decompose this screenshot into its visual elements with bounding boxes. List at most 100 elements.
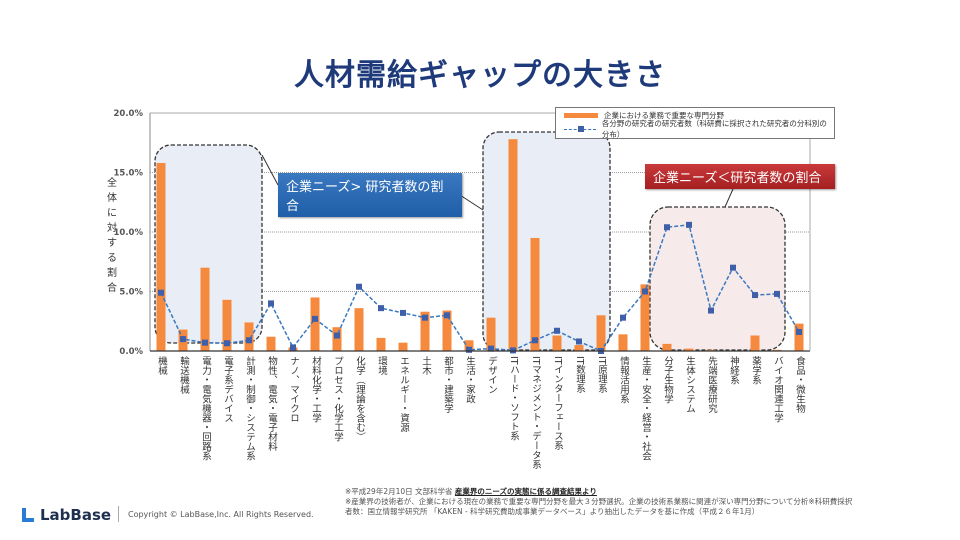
x-tick-label: 土木 (420, 356, 431, 375)
callout-line (724, 188, 734, 208)
highlight-box-right (649, 206, 786, 351)
annotation-needs-less: 企業ニーズ＜研究者数の割合 (645, 164, 835, 189)
annotation-needs-greater: 企業ニーズ> 研究者数の割合 (278, 173, 462, 217)
logo-text: LabBase (40, 506, 112, 524)
x-tick-label: 物性、電気・電子材料 (266, 356, 277, 451)
callout-line (261, 154, 279, 186)
bar (398, 342, 408, 351)
x-tick-label: エネルギー・資源 (398, 356, 409, 432)
bar (376, 337, 386, 351)
bar (354, 308, 364, 351)
line-point (664, 224, 670, 231)
line-point (268, 300, 274, 307)
y-tick-label: 15.0% (114, 169, 144, 179)
line-point (422, 314, 428, 321)
legend-label: 各分野の研究者の研究者数（科研費に採択された研究者の分科別の分布） (601, 119, 827, 139)
x-tick-label: ITハード・ソフト系 (508, 356, 519, 441)
bar (662, 343, 672, 351)
copyright: Copyright © LabBase,Inc. All Rights Rese… (128, 510, 314, 519)
line-swatch-icon (564, 125, 596, 132)
x-tick-label: プロセス・化学工学 (332, 356, 343, 442)
bar (266, 336, 276, 351)
bar (442, 310, 452, 351)
page-title: 人材需給ギャップの大きさ (294, 58, 666, 93)
bar (530, 237, 540, 351)
line-point (356, 283, 362, 290)
bar (420, 311, 430, 351)
note-text: ※産業界の技術者が、企業における現在の業務で重要な専門分野を最大３分野選択。企業… (345, 497, 853, 516)
line-point (334, 332, 340, 339)
x-tick-label: ナノ、マイクロ (288, 356, 299, 423)
highlight-box-middle (482, 131, 611, 351)
line-point (752, 292, 758, 299)
bar (222, 299, 232, 351)
x-tick-label: 神経系 (728, 356, 739, 385)
x-tick-label: 分子生物学 (662, 356, 673, 404)
x-tick-label: 計測・制御・システム系 (244, 356, 255, 461)
line-point (180, 336, 186, 343)
y-axis-label: 全体に対する割合 (107, 178, 117, 294)
bar (486, 317, 496, 351)
bar (332, 327, 342, 351)
line-point (400, 309, 406, 316)
x-tick-label: 材料化学・工学 (310, 356, 321, 423)
line-point (686, 221, 692, 228)
source-notes: ※平成29年2月10日 文部科学省 産業界のニーズの実態に係る調査結果より ※産… (345, 487, 855, 517)
x-tick-label: 生活・家政 (464, 356, 475, 404)
legend-label: 企業における業務で重要な専門分野 (604, 110, 724, 120)
bar (684, 348, 694, 351)
highlight-box-left (154, 144, 263, 344)
legend: 企業における業務で重要な専門分野 各分野の研究者の研究者数（科研費に採択された研… (555, 107, 835, 139)
y-tick-label: 10.0% (114, 228, 144, 238)
series-line (160, 224, 800, 352)
line-point (576, 338, 582, 345)
x-tick-label: 薬学系 (750, 356, 761, 385)
bar (156, 162, 166, 351)
line-point (774, 290, 780, 297)
x-tick-label: 食品・微生物 (794, 356, 805, 413)
x-tick-label: IT原理系 (596, 356, 607, 394)
source-link[interactable]: 産業界のニーズの実態に係る調査結果より (454, 487, 597, 496)
bar (508, 139, 518, 351)
line-point (158, 289, 164, 296)
bar-swatch-icon (564, 112, 598, 118)
line-point (466, 346, 472, 353)
line-point (488, 345, 494, 352)
x-tick-label: 生体システム (684, 356, 695, 413)
line-point (312, 315, 318, 322)
bar (596, 315, 606, 351)
labbase-logo: LabBase (22, 506, 111, 524)
x-tick-label: 情報活用系 (618, 356, 629, 404)
line-point (708, 307, 714, 314)
line-point (620, 314, 626, 321)
line-point (444, 312, 450, 319)
x-tick-label: 電力・電気機器・回路系 (200, 356, 211, 461)
line-point (730, 264, 736, 271)
legend-item-line: 各分野の研究者の研究者数（科研費に採択された研究者の分科別の分布） (556, 119, 834, 139)
y-tick-label: 5.0% (119, 288, 143, 298)
x-tick-label: ITインターフェース系 (552, 356, 563, 451)
bar (640, 284, 650, 351)
x-tick-label: デザイン (486, 356, 497, 394)
logo-mark-icon (22, 508, 34, 522)
line-point (796, 328, 802, 335)
line-point (246, 337, 252, 344)
bar (244, 322, 254, 351)
line-point (554, 327, 560, 334)
line-point (290, 344, 296, 351)
bar (464, 340, 474, 351)
bar (200, 267, 210, 351)
line-point (202, 339, 208, 346)
y-tick-label: 20.0% (114, 109, 144, 119)
x-tick-label: ITマネジメント・データ系 (530, 356, 541, 470)
bar (552, 335, 562, 351)
note-prefix: ※平成29年2月10日 文部科学省 (345, 487, 455, 496)
bar (794, 323, 804, 351)
bar (574, 345, 584, 351)
bar (310, 297, 320, 351)
line-point (532, 337, 538, 344)
x-tick-label: バイオ関連工学 (772, 356, 783, 423)
divider (118, 506, 119, 522)
bar (618, 334, 628, 351)
